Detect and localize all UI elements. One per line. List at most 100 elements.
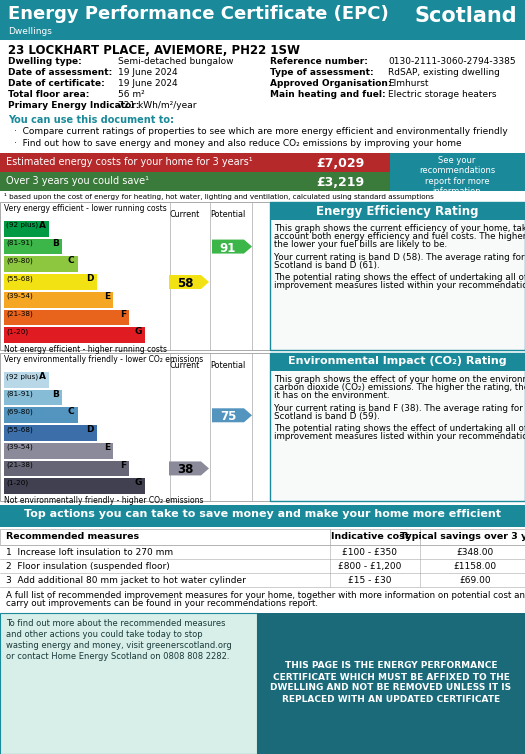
Text: This graph shows the effect of your home on the environment in terms of: This graph shows the effect of your home… [274, 375, 525, 384]
Text: Reference number:: Reference number: [270, 57, 368, 66]
Text: (92 plus): (92 plus) [6, 373, 38, 379]
Text: 2  Floor insulation (suspended floor): 2 Floor insulation (suspended floor) [6, 562, 170, 571]
Bar [0, 529, 525, 545]
Bar [4, 239, 61, 254]
Polygon shape [169, 275, 209, 289]
Text: F: F [120, 461, 126, 470]
Text: (21-38): (21-38) [6, 461, 33, 468]
Text: Dwelling type:: Dwelling type: [8, 57, 82, 66]
Bar [4, 390, 61, 406]
Text: £69.00: £69.00 [459, 576, 491, 585]
Bar [0, 153, 390, 172]
Text: Type of assessment:: Type of assessment: [270, 68, 374, 77]
Text: (1-20): (1-20) [6, 480, 28, 486]
Polygon shape [212, 240, 252, 253]
Text: Not environmentally friendly - higher CO₂ emissions: Not environmentally friendly - higher CO… [4, 496, 204, 505]
Text: Energy Efficiency Rating: Energy Efficiency Rating [316, 205, 478, 218]
Text: (81-91): (81-91) [6, 391, 33, 397]
Text: £7,029: £7,029 [316, 157, 364, 170]
Text: (69-80): (69-80) [6, 409, 33, 415]
Text: (1-20): (1-20) [6, 328, 28, 335]
Text: 0130-2111-3060-2794-3385: 0130-2111-3060-2794-3385 [388, 57, 516, 66]
Text: carbon dioxide (CO₂) emissions. The higher the rating, the less impact: carbon dioxide (CO₂) emissions. The high… [274, 383, 525, 392]
Text: ·  Find out how to save energy and money and also reduce CO₂ emissions by improv: · Find out how to save energy and money … [14, 139, 461, 148]
Text: Potential: Potential [211, 361, 246, 370]
Bar [4, 221, 49, 237]
Bar [0, 202, 270, 350]
Text: A: A [39, 221, 46, 230]
Text: The potential rating shows the effect of undertaking all of the: The potential rating shows the effect of… [274, 273, 525, 282]
Text: A: A [39, 372, 46, 381]
Text: Total floor area:: Total floor area: [8, 90, 89, 99]
Text: £100 - £350: £100 - £350 [342, 548, 397, 557]
Text: Over 3 years you could save¹: Over 3 years you could save¹ [6, 176, 149, 186]
Text: To find out more about the recommended measures: To find out more about the recommended m… [6, 619, 226, 628]
Bar [270, 353, 525, 371]
Text: 56 m²: 56 m² [118, 90, 145, 99]
Text: 23 LOCKHART PLACE, AVIEMORE, PH22 1SW: 23 LOCKHART PLACE, AVIEMORE, PH22 1SW [8, 44, 300, 57]
Text: account both energy efficiency and fuel costs. The higher this rating,: account both energy efficiency and fuel … [274, 232, 525, 241]
Text: (39-54): (39-54) [6, 293, 33, 299]
Text: £1158.00: £1158.00 [454, 562, 497, 571]
Bar [4, 443, 113, 458]
Text: Typical savings over 3 years: Typical savings over 3 years [400, 532, 525, 541]
Text: 91: 91 [220, 241, 236, 255]
Text: carry out improvements can be found in your recommendations report.: carry out improvements can be found in y… [6, 599, 318, 608]
Bar [4, 407, 78, 423]
Text: £348.00: £348.00 [456, 548, 494, 557]
Text: Top actions you can take to save money and make your home more efficient: Top actions you can take to save money a… [24, 509, 501, 519]
Text: RdSAP, existing dwelling: RdSAP, existing dwelling [388, 68, 500, 77]
Text: The potential rating shows the effect of undertaking all of the: The potential rating shows the effect of… [274, 424, 525, 433]
Text: B: B [52, 239, 59, 248]
Bar [0, 0, 525, 40]
Text: (69-80): (69-80) [6, 257, 33, 264]
Text: 3  Add additional 80 mm jacket to hot water cylinder: 3 Add additional 80 mm jacket to hot wat… [6, 576, 246, 585]
Text: Estimated energy costs for your home for 3 years¹: Estimated energy costs for your home for… [6, 157, 253, 167]
Text: improvement measures listed within your recommendations report.: improvement measures listed within your … [274, 281, 525, 290]
Text: 1  Increase loft insulation to 270 mm: 1 Increase loft insulation to 270 mm [6, 548, 173, 557]
Text: See your
recommendations
report for more
information: See your recommendations report for more… [419, 156, 495, 196]
Text: C: C [68, 407, 75, 416]
Polygon shape [212, 408, 252, 422]
Text: Main heating and fuel:: Main heating and fuel: [270, 90, 386, 99]
Text: Current: Current [170, 361, 200, 370]
Text: (39-54): (39-54) [6, 444, 33, 450]
Text: Semi-detached bungalow: Semi-detached bungalow [118, 57, 234, 66]
Text: G: G [134, 478, 142, 487]
Text: This graph shows the current efficiency of your home, taking into: This graph shows the current efficiency … [274, 224, 525, 233]
Bar [4, 292, 113, 308]
Bar [4, 274, 97, 290]
Text: Potential: Potential [211, 210, 246, 219]
Text: Approved Organisation:: Approved Organisation: [270, 79, 392, 88]
Bar [0, 505, 525, 527]
Text: A full list of recommended improvement measures for your home, together with mor: A full list of recommended improvement m… [6, 591, 525, 600]
Text: the lower your fuel bills are likely to be.: the lower your fuel bills are likely to … [274, 241, 447, 250]
Text: wasting energy and money, visit greenerscotland.org: wasting energy and money, visit greeners… [6, 641, 232, 650]
Text: Not energy efficient - higher running costs: Not energy efficient - higher running co… [4, 345, 167, 354]
Text: 19 June 2024: 19 June 2024 [118, 79, 177, 88]
Bar [270, 202, 525, 220]
Text: (55-68): (55-68) [6, 426, 33, 433]
Text: Energy Performance Certificate (EPC): Energy Performance Certificate (EPC) [8, 5, 388, 23]
Text: THIS PAGE IS THE ENERGY PERFORMANCE: THIS PAGE IS THE ENERGY PERFORMANCE [285, 661, 497, 670]
Text: or contact Home Energy Scotland on 0808 808 2282.: or contact Home Energy Scotland on 0808 … [6, 652, 229, 661]
Text: Electric storage heaters: Electric storage heaters [388, 90, 497, 99]
Text: £15 - £30: £15 - £30 [348, 576, 392, 585]
Bar [257, 613, 525, 754]
Text: ·  Compare current ratings of properties to see which are more energy efficient : · Compare current ratings of properties … [14, 127, 508, 136]
Text: improvement measures listed within your recommendations report.: improvement measures listed within your … [274, 432, 525, 441]
Text: 75: 75 [220, 410, 236, 423]
Text: Indicative cost: Indicative cost [331, 532, 409, 541]
Text: (92 plus): (92 plus) [6, 222, 38, 228]
Polygon shape [169, 461, 209, 476]
Text: REPLACED WITH AN UPDATED CERTIFICATE: REPLACED WITH AN UPDATED CERTIFICATE [282, 694, 500, 703]
Text: F: F [120, 310, 126, 319]
Text: it has on the environment.: it has on the environment. [274, 391, 390, 400]
Bar [4, 478, 145, 494]
Text: 721 kWh/m²/year: 721 kWh/m²/year [118, 101, 196, 110]
Text: Date of certificate:: Date of certificate: [8, 79, 105, 88]
Text: C: C [68, 256, 75, 265]
Text: 58: 58 [177, 277, 193, 290]
Text: E: E [103, 292, 110, 301]
Text: Elmhurst: Elmhurst [388, 79, 428, 88]
